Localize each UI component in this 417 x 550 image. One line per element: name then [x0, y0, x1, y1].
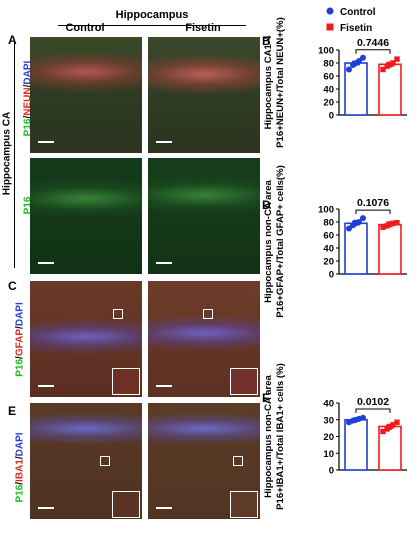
panel-letter-d: D — [262, 198, 271, 212]
scale-bar — [156, 262, 172, 264]
y-tick-label: 20 — [323, 432, 334, 443]
y-tick-label: 20 — [323, 257, 334, 268]
data-point-fisetin — [380, 428, 386, 435]
data-point-control — [352, 417, 358, 424]
y-tick-label: 0 — [329, 270, 334, 281]
data-point-fisetin — [390, 60, 396, 66]
data-point-control — [360, 54, 366, 61]
panel-letter-a: A — [8, 33, 17, 47]
panel-letter-e: E — [8, 404, 17, 418]
y-axis-label-line2: P16+NEUN+/Total NEUN+(%) — [275, 17, 286, 148]
bar-fisetin — [378, 223, 402, 275]
zoom-region-box — [113, 309, 123, 319]
header-underline — [58, 25, 246, 26]
side-bracket — [14, 42, 15, 268]
p-value-label: 0.7446 — [357, 37, 389, 49]
micrograph-neun-fisetin — [148, 37, 260, 153]
panel-letter-b: B — [262, 34, 271, 48]
y-axis-label-line1: Hippocampus non-CA area — [263, 374, 274, 497]
legend-fisetin-label: Fisetin — [340, 23, 372, 34]
y-tick-label: 60 — [323, 231, 334, 242]
p-value-label: 0.1076 — [357, 197, 389, 209]
panel-letter-f: F — [262, 391, 269, 405]
legend: Control Fisetin — [326, 7, 376, 34]
y-axis-label-line1: Hippocampus non-CA area — [263, 179, 274, 302]
y-tick-label: 80 — [323, 59, 334, 70]
scale-bar — [156, 507, 172, 509]
data-point-control — [352, 60, 358, 67]
scale-bar — [38, 262, 54, 264]
micrograph-iba1-control — [30, 403, 142, 519]
zoom-region-box — [203, 309, 213, 319]
scale-bar — [156, 385, 172, 387]
zoom-inset — [230, 368, 258, 395]
y-axis-label-line2: P16+GFAP+/Total GFAP+ cells(%) — [275, 165, 286, 318]
y-tick-label: 0 — [329, 111, 334, 122]
micrograph-gfap-fisetin — [148, 281, 260, 397]
data-point-control — [360, 215, 366, 222]
significance-bracket — [355, 408, 391, 413]
y-tick-label: 20 — [323, 98, 334, 109]
data-point-control — [346, 225, 352, 232]
micrograph-gfap-control — [30, 281, 142, 397]
zoom-inset — [230, 491, 258, 518]
data-point-fisetin — [394, 219, 400, 226]
micrograph-neun-control — [30, 37, 142, 153]
chart-d: 0 20 40 60 80 100 0.1076 Hippocampus non-CA are… — [263, 165, 407, 318]
data-point-fisetin — [386, 62, 392, 68]
y-axis-label-line1: Hippocampus CA1-4 — [263, 35, 274, 129]
p-value-label: 0.0102 — [357, 396, 389, 408]
figure-header-title: Hippocampus — [115, 9, 189, 21]
data-point-fisetin — [380, 66, 386, 73]
data-point-fisetin — [390, 422, 396, 428]
legend-control-label: Control — [340, 7, 376, 18]
y-tick-label: 60 — [323, 72, 334, 83]
data-point-fisetin — [386, 424, 392, 430]
data-point-fisetin — [390, 220, 396, 226]
y-tick-label: 100 — [318, 205, 334, 216]
bar-control — [344, 418, 368, 471]
significance-bracket — [355, 209, 391, 215]
y-tick-label: 80 — [323, 218, 334, 229]
micrograph-p16-control — [30, 158, 142, 274]
legend-control-marker — [326, 7, 334, 15]
zoom-region-box — [100, 456, 110, 466]
data-point-control — [352, 219, 358, 226]
scale-bar — [38, 507, 54, 509]
zoom-inset — [112, 368, 140, 395]
data-point-fisetin — [380, 224, 386, 230]
column-label-control: Control — [65, 22, 105, 34]
column-label-fisetin: Fisetin — [185, 22, 221, 34]
legend-fisetin-marker — [326, 23, 334, 31]
y-tick-label: 30 — [323, 415, 334, 426]
micrograph-iba1-fisetin — [148, 403, 260, 519]
chart-f: 0 10 20 30 40 0.0102 Hippocampus non-CA area P1… — [263, 363, 407, 510]
scale-bar — [38, 385, 54, 387]
data-point-fisetin — [394, 419, 400, 425]
y-tick-label: 40 — [323, 85, 334, 96]
y-tick-label: 40 — [323, 399, 334, 410]
data-point-fisetin — [394, 56, 400, 62]
scale-bar — [38, 141, 54, 143]
data-point-fisetin — [386, 221, 392, 227]
zoom-region-box — [233, 456, 243, 466]
y-axis-label-line2: P16+IBA1+/Total IBA1+ cells (%) — [275, 363, 286, 510]
zoom-inset — [112, 491, 140, 518]
significance-bracket — [355, 49, 391, 54]
chart-b: 0 20 40 60 80 100 0.7446 Hippocampus CA1-4 P16+N… — [263, 17, 407, 148]
y-tick-label: 100 — [318, 46, 334, 57]
y-tick-label: 0 — [329, 466, 334, 477]
y-tick-label: 40 — [323, 244, 334, 255]
panel-letter-c: C — [8, 279, 17, 293]
micrograph-p16-fisetin — [148, 158, 260, 274]
y-tick-label: 10 — [323, 449, 334, 460]
data-point-control — [360, 414, 366, 421]
data-point-control — [346, 66, 352, 73]
scale-bar — [156, 141, 172, 143]
